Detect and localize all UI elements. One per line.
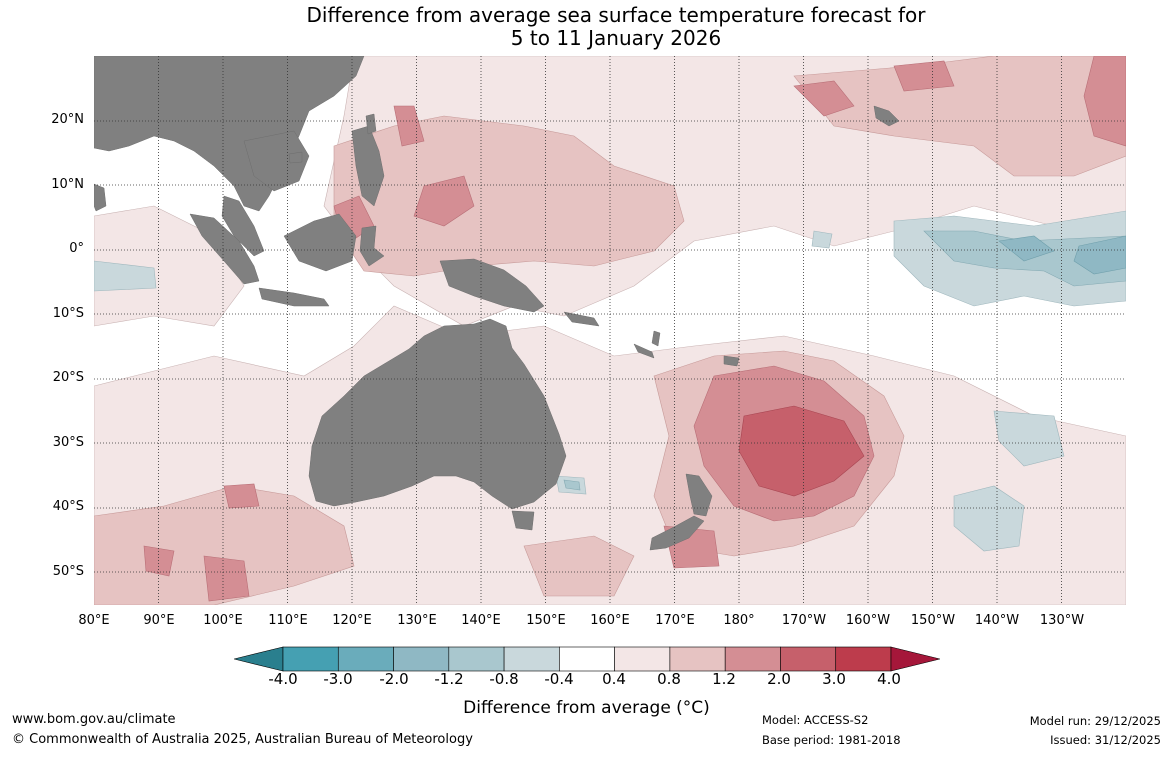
colorbar-tick: -3.0 xyxy=(323,670,353,688)
footer-copyright: © Commonwealth of Australia 2025, Austra… xyxy=(12,732,473,747)
java xyxy=(258,287,330,307)
sumatra xyxy=(189,213,260,285)
lat-label-30s: 30°S xyxy=(52,435,84,450)
colorbar-tick: 4.0 xyxy=(877,670,901,688)
malay-peninsula xyxy=(221,195,265,257)
lon-label-140w: 140°W xyxy=(974,613,1020,628)
colorbar-tick: -0.4 xyxy=(544,670,574,688)
lat-label-0: 0° xyxy=(69,241,84,256)
new-zealand-south xyxy=(649,515,705,551)
colorbar-tick: 0.8 xyxy=(657,670,681,688)
vanuatu xyxy=(651,330,661,347)
colorbar-segment xyxy=(282,646,339,672)
lon-label-90e: 90°E xyxy=(143,613,175,628)
taiwan xyxy=(365,113,377,135)
lon-label-180: 180° xyxy=(723,613,755,628)
lon-label-110e: 110°E xyxy=(268,613,308,628)
fiji xyxy=(723,355,740,367)
footer-url[interactable]: www.bom.gov.au/climate xyxy=(12,712,176,727)
new-zealand-north xyxy=(685,473,713,517)
colorbar-segment xyxy=(393,646,450,672)
colorbar-label: Difference from average (°C) xyxy=(463,698,710,718)
footer-model: Model: ACCESS-S2 xyxy=(762,713,869,727)
colorbar-extend-low xyxy=(233,646,284,672)
lon-label-160e: 160°E xyxy=(590,613,630,628)
colorbar-tick: -4.0 xyxy=(268,670,298,688)
lat-label-50s: 50°S xyxy=(52,564,84,579)
land-masses xyxy=(94,56,900,551)
colorbar-segment xyxy=(669,646,726,672)
lat-label-10n: 10°N xyxy=(51,177,84,192)
sst-anomaly-map xyxy=(94,56,1126,605)
lon-label-170w: 170°W xyxy=(781,613,827,628)
anomaly-neg-1-2-to-neg-2-0 xyxy=(998,235,1126,275)
colorbar-segment xyxy=(503,646,560,672)
lon-label-120e: 120°E xyxy=(332,613,372,628)
lon-label-150w: 150°W xyxy=(910,613,956,628)
lon-label-130w: 130°W xyxy=(1039,613,1085,628)
colorbar-tick: -2.0 xyxy=(379,670,409,688)
colorbar-tick: 1.2 xyxy=(712,670,736,688)
colorbar-segment xyxy=(835,646,892,672)
hainan xyxy=(288,151,303,164)
footer-issued: Issued: 31/12/2025 xyxy=(1050,733,1161,747)
map-canvas xyxy=(94,56,1126,605)
lat-label-10s: 10°S xyxy=(52,306,84,321)
colorbar-tick: -1.2 xyxy=(434,670,464,688)
colorbar-tick: 2.0 xyxy=(767,670,791,688)
lon-label-140e: 140°E xyxy=(461,613,501,628)
footer-model-run: Model run: 29/12/2025 xyxy=(1029,714,1161,728)
lon-label-130e: 130°E xyxy=(397,613,437,628)
colorbar-segment xyxy=(559,646,615,672)
lon-label-160w: 160°W xyxy=(845,613,891,628)
colorbar-segment xyxy=(780,646,837,672)
lon-label-80e: 80°E xyxy=(78,613,110,628)
lat-label-20n: 20°N xyxy=(51,112,84,127)
footer-base-period: Base period: 1981-2018 xyxy=(762,733,901,747)
colorbar-tick: 3.0 xyxy=(822,670,846,688)
colorbar-tick: -0.8 xyxy=(489,670,519,688)
lon-label-170e: 170°E xyxy=(655,613,695,628)
title-line-2: 5 to 11 January 2026 xyxy=(510,26,722,50)
colorbar-segment xyxy=(614,646,671,672)
borneo xyxy=(283,213,357,272)
anomaly-2-0-to-3-0 xyxy=(738,405,865,497)
new-caledonia xyxy=(633,343,655,359)
new-guinea xyxy=(439,258,545,313)
graticule xyxy=(94,56,1126,605)
sri-lanka xyxy=(94,183,107,212)
colorbar-segment xyxy=(448,646,505,672)
colorbar-graphic xyxy=(233,646,941,672)
colorbar-extend-high xyxy=(890,646,941,672)
lat-label-20s: 20°S xyxy=(52,370,84,385)
asia-mainland xyxy=(94,56,365,212)
title-line-1: Difference from average sea surface temp… xyxy=(306,3,926,27)
solomon-islands xyxy=(563,311,600,327)
sulawesi xyxy=(359,225,385,267)
lon-label-150e: 150°E xyxy=(526,613,566,628)
lon-label-100e: 100°E xyxy=(203,613,243,628)
tasmania xyxy=(511,510,535,531)
chart-title: Difference from average sea surface temp… xyxy=(0,4,1173,50)
colorbar-tick: 0.4 xyxy=(602,670,626,688)
lat-label-40s: 40°S xyxy=(52,499,84,514)
colorbar-segment xyxy=(724,646,781,672)
indochina xyxy=(243,130,310,192)
australia xyxy=(308,318,567,510)
colorbar xyxy=(233,646,941,672)
colorbar-segment xyxy=(337,646,394,672)
